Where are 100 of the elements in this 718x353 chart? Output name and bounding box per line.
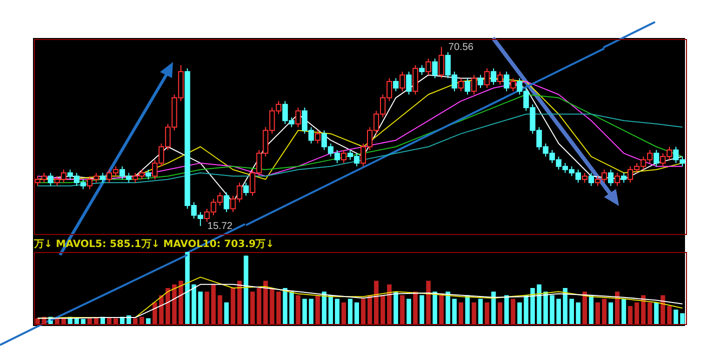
candlestick [582,172,588,184]
bar [524,295,528,324]
bar [504,295,509,324]
bar [543,292,548,324]
bar [660,295,666,324]
bar [498,302,502,324]
bar [360,298,366,324]
bar [140,316,144,324]
bar [94,318,98,324]
bar [113,318,118,324]
bar [420,295,424,324]
bar [478,298,483,324]
bar [211,284,216,324]
bar [648,302,652,324]
candlestick [400,71,406,92]
bar [400,295,405,324]
bar [602,298,607,324]
candlestick [458,78,464,92]
bar [341,302,346,324]
bar [218,295,222,324]
candlestick [406,71,412,96]
bar [472,302,476,324]
bar [458,302,464,324]
bar [622,298,626,324]
bar [334,298,340,324]
bar [296,295,300,324]
candlestick [426,58,432,76]
bar [270,288,274,324]
bar [576,302,580,324]
candlestick [654,150,660,167]
bar [484,302,490,324]
bar [198,292,203,324]
bar [289,292,294,324]
bar [166,288,170,324]
bar [250,292,255,324]
bar [308,298,314,324]
bar [192,284,196,324]
bar [439,295,444,324]
bar [510,298,516,324]
bar [588,295,594,324]
bar [133,318,138,324]
bar [667,306,672,324]
annotation: 70.56 [448,42,474,53]
bar [152,302,158,324]
candlestick [393,78,399,92]
bar [680,313,685,324]
bar [608,302,614,324]
candlestick [340,150,346,164]
bar [615,292,620,324]
candlestick [504,71,510,92]
candlestick [48,172,54,186]
bar [380,295,386,324]
bar [106,318,112,324]
bar [178,280,184,324]
bar [348,298,353,324]
bar [595,302,600,324]
bar [322,292,326,324]
candlestick [471,74,477,96]
candlestick [510,78,516,92]
candlestick [478,74,484,88]
bar [374,280,379,324]
candlestick [438,46,444,79]
bar [550,295,554,324]
bar [35,318,40,324]
bar [536,284,542,324]
bar [185,252,190,324]
bar [654,302,659,324]
bar [172,284,177,324]
bar [80,318,86,324]
bar [74,318,79,324]
candlestick [432,58,438,79]
bar [452,298,457,324]
bar [446,292,450,324]
annotation: 15.72 [207,221,233,232]
bar [530,288,535,324]
candlestick [608,169,614,186]
bar [256,288,262,324]
bar [263,280,268,324]
candlestick [490,68,496,86]
bar [276,292,281,324]
candlestick [484,68,490,88]
candlestick [100,172,106,184]
candlestick [146,169,152,180]
bar [432,292,438,324]
candlestick [314,130,320,144]
candlestick [588,172,594,186]
candlestick [497,71,503,86]
bar [87,318,92,324]
bar [413,292,418,324]
bar [354,302,360,324]
bar [394,292,398,324]
bar [674,310,678,324]
bar [569,298,574,324]
bar [465,295,470,324]
bar [634,302,640,324]
bar [641,295,646,324]
candlestick [614,172,620,186]
bar [387,284,392,324]
bar [491,292,496,324]
candlestick [243,182,249,196]
